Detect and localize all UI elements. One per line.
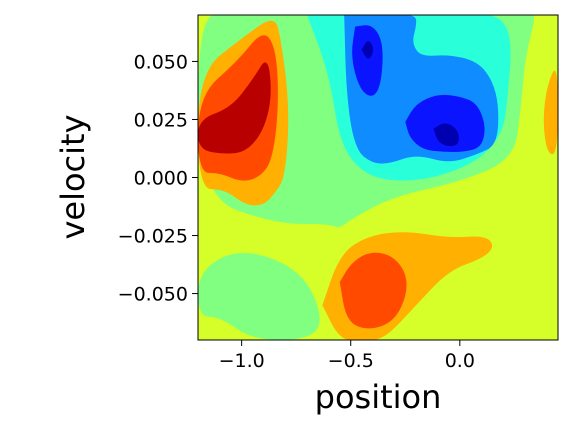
contour-region-4 (352, 25, 383, 96)
y-tick-label: 0.000 (134, 168, 188, 190)
contour-region-12 (339, 252, 407, 329)
contour-regions (198, 15, 558, 340)
contour-region-7 (433, 123, 459, 147)
contour-region-13 (543, 70, 558, 155)
x-tick-label: 0.0 (445, 350, 475, 372)
contour-region-10 (198, 62, 271, 154)
x-axis-ticks: −1.0 −0.5 0.0 (219, 340, 475, 372)
y-tick-label: 0.025 (134, 109, 188, 131)
contour-region-5 (405, 94, 485, 152)
x-axis-label: position (315, 378, 442, 416)
y-tick-label: −0.050 (118, 284, 188, 306)
y-axis-ticks: −0.050 −0.025 0.000 0.025 0.050 (118, 51, 198, 306)
y-tick-label: −0.025 (118, 226, 188, 248)
contour-region-0 (198, 252, 320, 340)
contour-region-6 (361, 41, 374, 59)
x-tick-label: −0.5 (328, 350, 374, 372)
y-tick-label: 0.050 (134, 51, 188, 73)
x-tick-label: −1.0 (219, 350, 265, 372)
y-axis-label: velocity (54, 114, 92, 239)
